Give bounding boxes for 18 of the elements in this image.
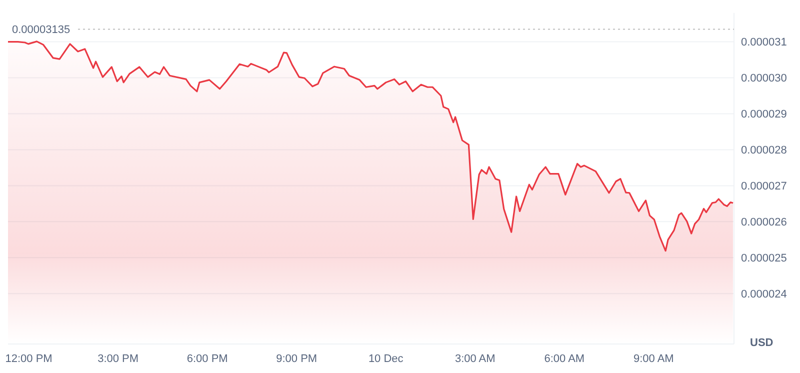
x-tick-label: 3:00 PM [98, 353, 139, 365]
x-tick-label: 9:00 PM [276, 353, 318, 365]
ref-line-label: 0.00003135 [12, 24, 70, 36]
x-tick-label: 6:00 PM [186, 353, 228, 365]
x-tick-label: 9:00 AM [633, 353, 674, 365]
y-tick-label: 0.000027 [741, 180, 787, 193]
x-tick-label: 12:00 PM [5, 353, 52, 365]
x-tick-label: 6:00 AM [544, 353, 585, 365]
y-tick-label: 0.000025 [741, 252, 787, 264]
y-tick-label: 0.000029 [741, 108, 787, 121]
y-tick-label: 0.000028 [741, 144, 787, 157]
y-tick-label: 0.000031 [741, 36, 787, 49]
y-tick-label: 0.000030 [741, 72, 787, 85]
y-tick-label: 0.000026 [741, 216, 787, 229]
x-tick-label: 10 Dec [368, 353, 404, 365]
x-tick-label: 3:00 AM [454, 353, 496, 365]
y-tick-label: 0.000024 [741, 288, 787, 300]
y-axis-title: USD [750, 337, 774, 349]
